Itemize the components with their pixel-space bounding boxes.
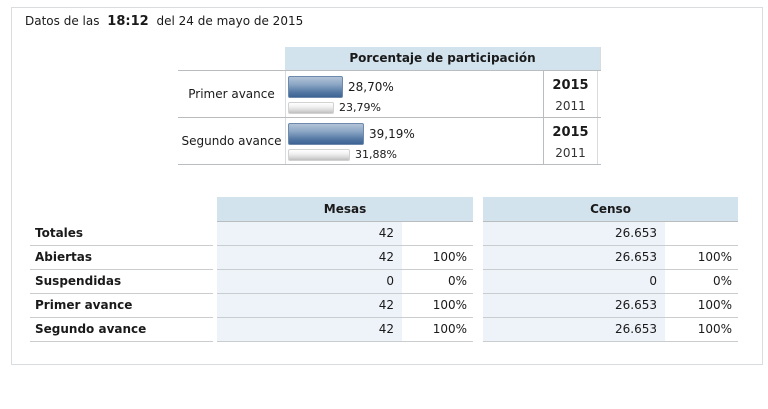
participation-title: Porcentaje de participación xyxy=(285,47,601,70)
censo-percent-cell: 100% xyxy=(665,294,738,318)
summary-row-primer-avance: Primer avance 42 100% 26.653 100% xyxy=(30,294,738,318)
timestamp-prefix: Datos de las xyxy=(25,14,100,28)
timestamp-suffix: del 24 de mayo de 2015 xyxy=(156,14,304,28)
column-gap xyxy=(473,270,483,294)
row-label: Segundo avance xyxy=(181,134,282,148)
summary-row-suspendidas: Suspendidas 0 0% 0 0% xyxy=(30,270,738,294)
year-cell: 2015 2011 xyxy=(543,118,598,164)
bar-value-label: 28,70% xyxy=(348,80,394,94)
participation-row-primer-avance: Primer avance 28,70% 23,79% 2015 2011 xyxy=(178,71,601,118)
censo-column-header: Censo xyxy=(483,197,738,222)
summary-row-totales: Totales 42 26.653 xyxy=(30,222,738,246)
column-gap xyxy=(473,294,483,318)
mesas-value-cell: 42 xyxy=(217,318,402,342)
mesas-value-cell: 42 xyxy=(217,222,402,246)
column-gap xyxy=(473,246,483,270)
bar-line-2015: 39,19% xyxy=(288,121,543,147)
summary-header-row: Mesas Censo xyxy=(30,197,738,222)
censo-percent-cell: 0% xyxy=(665,270,738,294)
year-2015-label: 2015 xyxy=(552,78,589,93)
mesas-value-cell: 42 xyxy=(217,294,402,318)
bar-line-2011: 31,88% xyxy=(288,147,543,162)
bar-2011 xyxy=(288,101,334,114)
summary-row-segundo-avance: Segundo avance 42 100% 26.653 100% xyxy=(30,318,738,342)
censo-percent-cell xyxy=(665,222,738,246)
year-2011-label: 2011 xyxy=(555,99,586,113)
bar-2015 xyxy=(288,76,343,98)
row-label: Primer avance xyxy=(30,294,213,318)
summary-table: Mesas Censo Totales 42 26.653 Abiertas 4… xyxy=(30,197,738,342)
bar-value-label: 31,88% xyxy=(355,148,397,161)
participation-header-spacer xyxy=(178,47,285,70)
year-2011-label: 2011 xyxy=(555,146,586,160)
summary-header-spacer xyxy=(30,197,213,222)
censo-value-cell: 26.653 xyxy=(483,318,665,342)
year-cell: 2015 2011 xyxy=(543,71,598,117)
mesas-percent-cell: 100% xyxy=(402,318,473,342)
year-2015-label: 2015 xyxy=(552,125,589,140)
censo-value-cell: 26.653 xyxy=(483,246,665,270)
mesas-value-cell: 42 xyxy=(217,246,402,270)
row-label: Totales xyxy=(30,222,213,246)
bar-line-2015: 28,70% xyxy=(288,74,543,100)
timestamp-time: 18:12 xyxy=(107,14,149,29)
column-gap xyxy=(473,222,483,246)
column-gap xyxy=(473,197,483,222)
bar-value-label: 39,19% xyxy=(369,127,415,141)
data-timestamp-line: Datos de las 18:12 del 24 de mayo de 201… xyxy=(25,14,303,29)
censo-value-cell: 26.653 xyxy=(483,222,665,246)
column-gap xyxy=(473,318,483,342)
bar-chart-cell: 28,70% 23,79% xyxy=(285,71,543,117)
row-label: Primer avance xyxy=(188,87,275,101)
participation-row-segundo-avance: Segundo avance 39,19% 31,88% 2015 2011 xyxy=(178,118,601,165)
mesas-percent-cell: 0% xyxy=(402,270,473,294)
participation-header-row: Porcentaje de participación xyxy=(178,47,601,71)
mesas-percent-cell xyxy=(402,222,473,246)
bar-chart-cell: 39,19% 31,88% xyxy=(285,118,543,164)
summary-row-abiertas: Abiertas 42 100% 26.653 100% xyxy=(30,246,738,270)
content-panel: Datos de las 18:12 del 24 de mayo de 201… xyxy=(11,7,763,365)
censo-value-cell: 26.653 xyxy=(483,294,665,318)
row-label: Abiertas xyxy=(30,246,213,270)
censo-percent-cell: 100% xyxy=(665,318,738,342)
bar-2015 xyxy=(288,123,364,145)
mesas-percent-cell: 100% xyxy=(402,246,473,270)
mesas-value-cell: 0 xyxy=(217,270,402,294)
mesas-percent-cell: 100% xyxy=(402,294,473,318)
bar-value-label: 23,79% xyxy=(339,101,381,114)
row-label: Suspendidas xyxy=(30,270,213,294)
bar-2011 xyxy=(288,148,350,161)
participation-table: Porcentaje de participación Primer avanc… xyxy=(178,47,601,165)
bar-line-2011: 23,79% xyxy=(288,100,543,115)
mesas-column-header: Mesas xyxy=(217,197,473,222)
row-label: Segundo avance xyxy=(30,318,213,342)
censo-percent-cell: 100% xyxy=(665,246,738,270)
censo-value-cell: 0 xyxy=(483,270,665,294)
